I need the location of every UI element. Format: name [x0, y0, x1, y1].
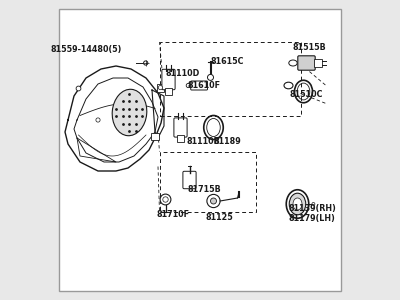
- Bar: [160, 152, 256, 212]
- FancyBboxPatch shape: [151, 134, 159, 140]
- Text: 81110D: 81110D: [166, 69, 200, 78]
- Bar: [160, 42, 300, 116]
- Text: 81125: 81125: [206, 213, 233, 222]
- Ellipse shape: [286, 190, 309, 218]
- Ellipse shape: [284, 82, 293, 89]
- FancyBboxPatch shape: [183, 171, 196, 189]
- Text: 81615C: 81615C: [210, 57, 244, 66]
- Text: 81510C: 81510C: [290, 90, 324, 99]
- Text: 81139(RH): 81139(RH): [288, 204, 336, 213]
- FancyBboxPatch shape: [314, 59, 322, 67]
- Text: 81710F: 81710F: [156, 210, 190, 219]
- FancyBboxPatch shape: [298, 56, 315, 70]
- Text: 81515B: 81515B: [293, 44, 326, 52]
- Circle shape: [207, 194, 220, 208]
- FancyBboxPatch shape: [165, 88, 172, 95]
- Circle shape: [144, 61, 148, 65]
- Text: 81610F: 81610F: [188, 81, 221, 90]
- FancyBboxPatch shape: [162, 69, 175, 90]
- FancyBboxPatch shape: [174, 118, 187, 137]
- Circle shape: [160, 194, 171, 205]
- Circle shape: [186, 83, 190, 88]
- FancyBboxPatch shape: [191, 81, 208, 90]
- Circle shape: [210, 198, 216, 204]
- Circle shape: [163, 197, 168, 202]
- Text: 81559-14480(5): 81559-14480(5): [51, 45, 122, 54]
- Ellipse shape: [289, 60, 297, 66]
- Text: 81715B: 81715B: [188, 184, 222, 194]
- FancyBboxPatch shape: [59, 9, 341, 291]
- Ellipse shape: [289, 193, 306, 215]
- Ellipse shape: [112, 89, 147, 136]
- FancyBboxPatch shape: [156, 84, 164, 92]
- Ellipse shape: [293, 198, 302, 210]
- Circle shape: [208, 74, 214, 80]
- Circle shape: [158, 85, 162, 90]
- Text: 81179(LH): 81179(LH): [288, 214, 335, 224]
- Text: 81189: 81189: [214, 136, 241, 146]
- Circle shape: [312, 202, 315, 206]
- Circle shape: [76, 86, 81, 91]
- FancyBboxPatch shape: [177, 135, 184, 142]
- Circle shape: [96, 118, 100, 122]
- Text: 81110B: 81110B: [186, 136, 220, 146]
